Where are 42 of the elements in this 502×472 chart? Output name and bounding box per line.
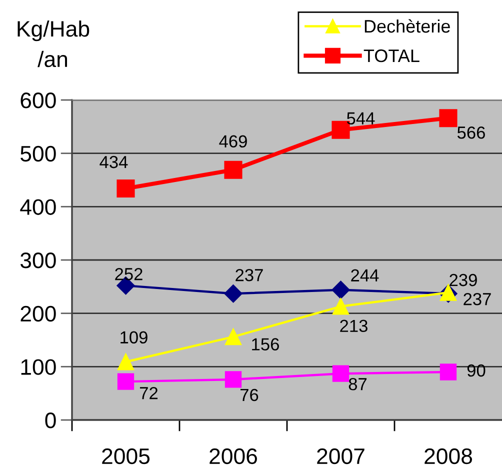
data-label: 72 <box>140 386 158 400</box>
point <box>332 365 350 382</box>
data-label: 566 <box>457 126 485 139</box>
y-tick-label: 200 <box>20 306 56 322</box>
data-label: 544 <box>346 112 375 125</box>
data-label: 109 <box>120 331 148 344</box>
data-label: 237 <box>464 292 491 306</box>
point <box>224 371 242 388</box>
point <box>440 364 457 380</box>
data-label: 237 <box>236 268 263 282</box>
legend-label: Dechèterie <box>364 19 450 33</box>
data-label: 239 <box>450 274 477 286</box>
data-label: 87 <box>348 378 367 390</box>
data-label: 76 <box>240 388 258 402</box>
data-label: 213 <box>340 320 368 332</box>
point <box>224 284 242 303</box>
x-tick-label: 2005 <box>102 448 150 464</box>
y-tick-label: 0 <box>45 412 56 428</box>
y-axis-title: Kg/Hab /an <box>18 20 90 68</box>
point <box>224 328 242 346</box>
y-tick-label: 400 <box>20 199 56 215</box>
point <box>117 354 134 370</box>
y-tick-label: 300 <box>20 252 56 268</box>
data-label: 252 <box>115 268 142 280</box>
data-label: 90 <box>467 364 486 377</box>
legend-label: TOTAL <box>364 49 420 62</box>
y-tick-label: 500 <box>20 146 56 162</box>
x-tick-label: 2008 <box>424 448 472 464</box>
data-label: 244 <box>351 269 379 282</box>
point <box>117 373 134 390</box>
y-tick-label: 100 <box>21 359 56 375</box>
x-tick-label: 2007 <box>317 448 364 464</box>
point <box>116 180 135 198</box>
data-label: 434 <box>100 156 128 168</box>
y-tick-label: 600 <box>20 92 56 108</box>
data-label: 156 <box>252 338 279 350</box>
data-label: 469 <box>219 135 247 148</box>
point <box>224 160 242 179</box>
point <box>332 280 350 299</box>
x-tick-label: 2006 <box>210 448 257 464</box>
point <box>439 109 458 128</box>
point <box>332 298 350 315</box>
